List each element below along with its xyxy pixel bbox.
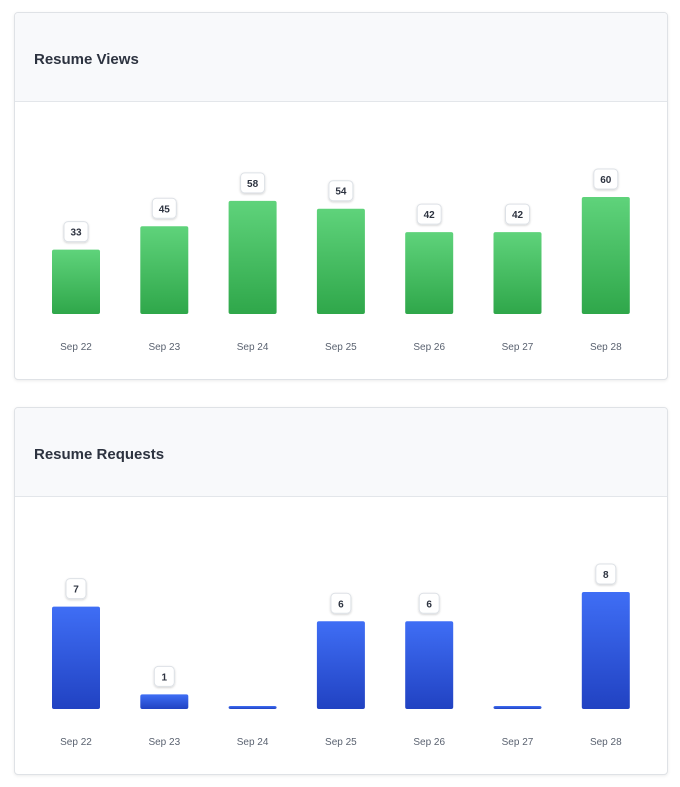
data-label-text: 60 bbox=[600, 175, 612, 186]
x-tick-label: Sep 23 bbox=[148, 737, 180, 748]
x-tick-label: Sep 28 bbox=[590, 342, 622, 353]
resume-requests-title: Resume Requests bbox=[34, 446, 165, 463]
bar-sep-26 bbox=[405, 232, 454, 314]
bar-sep-22 bbox=[52, 249, 100, 314]
data-label: 54 bbox=[328, 180, 354, 202]
data-label-box bbox=[416, 203, 442, 225]
data-label-box bbox=[240, 172, 266, 194]
x-tick-label: Sep 23 bbox=[148, 342, 180, 353]
data-label-box bbox=[330, 592, 352, 614]
data-label: 58 bbox=[240, 172, 266, 194]
x-tick-label: Sep 27 bbox=[502, 737, 534, 748]
resume-requests-chart: 7 Sep 22 1 Sep 23 Sep 24 6 Sep 25 6 Sep 26 Sep 27… bbox=[52, 563, 630, 748]
bar-sep-27 bbox=[493, 706, 542, 709]
bar-sep-25 bbox=[316, 208, 365, 314]
resume-requests-header: Resume Requests bbox=[15, 408, 667, 497]
bar-sep-23 bbox=[140, 226, 189, 314]
data-label-text: 1 bbox=[162, 672, 168, 683]
bar-sep-28 bbox=[581, 592, 630, 709]
data-label-box bbox=[595, 563, 617, 585]
x-tick-label: Sep 25 bbox=[325, 342, 357, 353]
data-label-text: 58 bbox=[247, 179, 259, 190]
data-label-box bbox=[505, 203, 530, 225]
x-tick-label: Sep 26 bbox=[413, 342, 445, 353]
resume-views-header: Resume Views bbox=[15, 13, 667, 102]
x-tick-label: Sep 27 bbox=[502, 342, 534, 353]
bar-sep-26 bbox=[405, 621, 454, 709]
x-tick-label: Sep 25 bbox=[325, 737, 357, 748]
bar-sep-27 bbox=[493, 232, 542, 314]
data-label-text: 8 bbox=[603, 570, 609, 581]
data-label-box bbox=[418, 592, 440, 614]
x-tick-label: Sep 26 bbox=[413, 737, 445, 748]
bar-sep-25 bbox=[316, 621, 365, 709]
data-label-box bbox=[63, 221, 89, 243]
resume-views-title: Resume Views bbox=[34, 51, 139, 68]
resume-views-chart: 33 Sep 22 45 Sep 23 58 Sep 24 54 Sep 25 42 Sep 26… bbox=[52, 168, 630, 353]
data-label-text: 45 bbox=[159, 204, 171, 215]
x-tick-label: Sep 24 bbox=[237, 342, 269, 353]
x-tick-label: Sep 22 bbox=[60, 737, 92, 748]
data-label: 8 bbox=[595, 563, 617, 585]
data-label: 33 bbox=[63, 221, 89, 243]
bar-sep-28 bbox=[581, 197, 630, 314]
resume-views-card: Resume Views 33 Sep 22 45 Sep 23 58 Sep 24 54 S… bbox=[14, 12, 668, 380]
data-label-box bbox=[65, 578, 87, 600]
x-tick-label: Sep 22 bbox=[60, 342, 92, 353]
data-label: 45 bbox=[151, 197, 177, 219]
x-tick-label: Sep 28 bbox=[590, 737, 622, 748]
data-label-box bbox=[328, 180, 354, 202]
bar-sep-23 bbox=[140, 694, 189, 709]
data-label-text: 6 bbox=[338, 599, 344, 610]
bar-sep-22 bbox=[52, 606, 100, 709]
data-label: 60 bbox=[593, 168, 619, 190]
data-label: 6 bbox=[330, 592, 352, 614]
data-label-text: 33 bbox=[70, 228, 82, 239]
data-label-text: 7 bbox=[73, 585, 79, 596]
bar-sep-24 bbox=[228, 706, 277, 709]
data-label-text: 42 bbox=[424, 210, 436, 221]
data-label-text: 6 bbox=[426, 599, 432, 610]
data-label-text: 42 bbox=[512, 210, 524, 221]
data-label: 7 bbox=[65, 578, 87, 600]
data-label-text: 54 bbox=[335, 187, 347, 198]
data-label: 1 bbox=[153, 665, 175, 687]
x-tick-label: Sep 24 bbox=[237, 737, 269, 748]
bar-sep-24 bbox=[228, 200, 277, 314]
data-label-box bbox=[153, 665, 175, 687]
data-label-box bbox=[151, 197, 177, 219]
data-label-box bbox=[593, 168, 619, 190]
data-label: 6 bbox=[418, 592, 440, 614]
data-label: 42 bbox=[416, 203, 442, 225]
resume-requests-card: Resume Requests 7 Sep 22 1 Sep 23 Sep 24 6 Sep… bbox=[14, 407, 668, 775]
data-label: 42 bbox=[505, 203, 530, 225]
